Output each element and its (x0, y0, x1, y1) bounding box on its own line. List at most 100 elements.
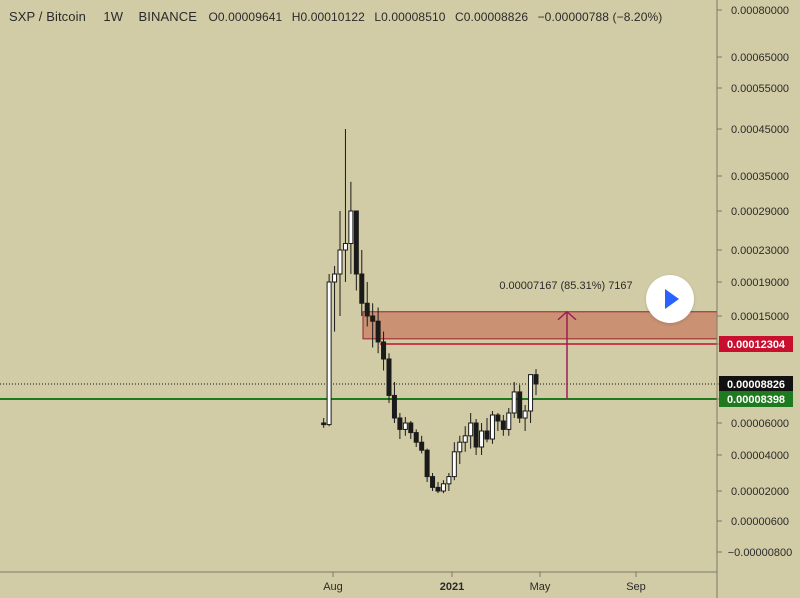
interval-label[interactable]: 1W (103, 9, 124, 24)
price-badge-label: 0.00008826 (727, 379, 785, 391)
candle (413, 429, 419, 447)
candle-body (402, 422, 408, 430)
time-tick-label: Sep (626, 581, 646, 593)
time-tick-label: 2021 (440, 581, 464, 593)
candle-body (495, 414, 501, 422)
price-tick-label: 0.00065000 (731, 52, 789, 64)
candle (522, 404, 528, 431)
open-value: O0.00009641 (208, 10, 283, 24)
price-tick-label: −0.00000800 (728, 547, 793, 559)
candle-body (370, 315, 376, 322)
candle-body (435, 486, 441, 492)
candle (430, 473, 436, 491)
time-tick-label: Aug (323, 581, 343, 593)
candle-body (533, 374, 539, 385)
candle (462, 426, 468, 452)
price-axis[interactable]: 0.00080000 0.00065000 0.00055000 0.00045000… (717, 5, 793, 559)
candle-body (386, 358, 392, 396)
candle-body (381, 341, 387, 360)
candle (391, 381, 397, 423)
candle (479, 423, 485, 455)
candle (517, 384, 523, 423)
measure-label: 0.00007167 (85.31%) 7167 (499, 280, 632, 292)
price-tick-label: 0.00029000 (731, 206, 789, 218)
candle-body (375, 320, 381, 343)
time-axis[interactable]: Aug 2021 May Sep (323, 572, 646, 593)
candle (435, 482, 441, 494)
candle (419, 435, 425, 454)
candle-body (468, 422, 474, 437)
price-badge (719, 336, 793, 352)
candle-body (484, 430, 490, 440)
candle-body (326, 281, 332, 426)
price-tick-label: 0.00000600 (731, 516, 789, 528)
change-value: −0.00000788 (−8.20%) (537, 10, 663, 24)
candle-body (430, 476, 436, 488)
time-tick-label: May (530, 581, 551, 593)
price-badge (719, 376, 793, 392)
candle-body (451, 451, 457, 478)
candle-body (397, 417, 403, 430)
price-tick-label: 0.00023000 (731, 245, 789, 257)
candle (446, 473, 452, 491)
candle-body (479, 430, 485, 448)
symbol-label[interactable]: SXP / Bitcoin (9, 9, 86, 24)
candle-body (342, 243, 348, 251)
candle (381, 331, 387, 371)
candles-layer (321, 129, 539, 494)
candle (500, 414, 506, 436)
candle (321, 417, 327, 428)
candle (473, 418, 479, 455)
price-tick-label: 0.00015000 (731, 311, 789, 323)
candle-body (332, 273, 338, 283)
candle-body (511, 391, 517, 414)
candle-body (413, 432, 419, 443)
price-tick-label: 0.00045000 (731, 124, 789, 136)
play-button[interactable] (646, 275, 694, 323)
candle (533, 369, 539, 396)
measure-arrowhead (557, 310, 577, 321)
candle (506, 407, 512, 436)
price-tick-label: 0.00004000 (731, 450, 789, 462)
price-tick-label: 0.00019000 (731, 277, 789, 289)
candle-body (500, 420, 506, 430)
measure-layer: 0.00007167 (85.31%) 7167 (499, 280, 633, 399)
price-tick-label: 0.00002000 (731, 486, 789, 498)
price-tick-label: 0.00006000 (731, 418, 789, 430)
candle-body (408, 422, 414, 434)
candle (402, 416, 408, 436)
candle (353, 210, 359, 291)
candle-body (446, 476, 452, 485)
candle (364, 282, 370, 327)
candle-body (440, 483, 446, 492)
lines-layer (0, 343, 717, 400)
candle (440, 480, 446, 494)
candle-body (348, 210, 354, 244)
candle (451, 442, 457, 481)
candle (326, 274, 332, 427)
candle-body (359, 273, 365, 304)
candle (528, 374, 534, 423)
price-badge (719, 391, 793, 407)
candle (375, 307, 381, 354)
price-tick-label: 0.00035000 (731, 171, 789, 183)
candle-body (462, 435, 468, 443)
candle (337, 211, 343, 316)
candle (468, 412, 474, 449)
candle-body (321, 422, 327, 426)
close-value: C0.00008826 (454, 10, 529, 24)
candle (489, 410, 495, 444)
candle (495, 412, 501, 431)
candle (408, 420, 414, 439)
play-icon (665, 289, 679, 309)
candle-body (337, 249, 343, 275)
candle-body (517, 391, 523, 419)
low-value: L0.00008510 (374, 10, 446, 24)
candle (332, 266, 338, 332)
candle (424, 448, 430, 482)
price-tick-label: 0.00080000 (731, 5, 789, 17)
chart-header: SXP / Bitcoin 1W BINANCE O0.00009641 H0.… (9, 9, 668, 24)
candle (397, 412, 403, 439)
exchange-label: BINANCE (138, 9, 198, 24)
candle-body (528, 374, 534, 412)
